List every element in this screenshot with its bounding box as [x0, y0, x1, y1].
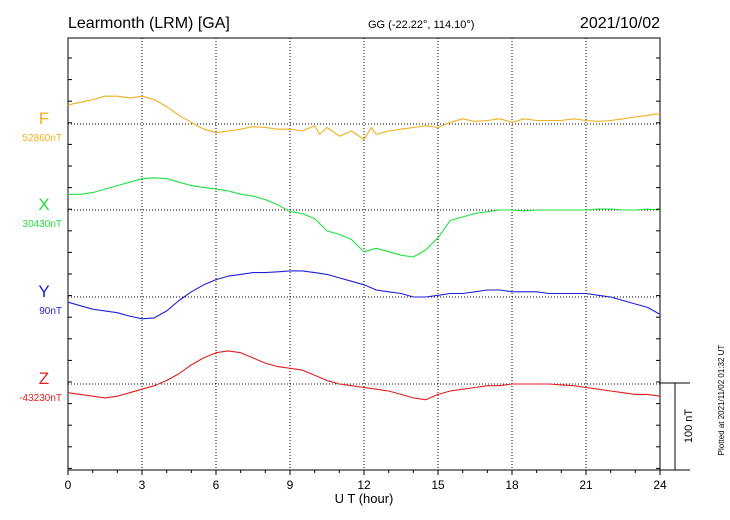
x-tick-label: 21: [579, 478, 593, 492]
x-axis-label: U T (hour): [335, 491, 394, 506]
x-tick-label: 3: [139, 478, 146, 492]
x-tick-label: 0: [65, 478, 72, 492]
x-tick-label: 18: [505, 478, 519, 492]
date-label: 2021/10/02: [580, 15, 660, 32]
series-label-f: F: [39, 109, 49, 128]
x-tick-label: 6: [213, 478, 220, 492]
series-baseline-f: 52860nT: [23, 133, 62, 144]
x-tick-label: 15: [431, 478, 445, 492]
series-layer: [67, 95, 661, 401]
series-label-z: Z: [39, 369, 49, 388]
series-line-f: [67, 95, 661, 141]
series-baseline-x: 30430nT: [23, 219, 62, 230]
series-line-z: [67, 350, 661, 401]
series-line-y: [67, 270, 661, 320]
station-coordinates: GG (-22.22°, 114.10°): [368, 19, 474, 31]
x-tick-label: 12: [357, 478, 371, 492]
series-line-x: [68, 177, 661, 258]
x-axis-ticks: 0 3 6 9 12 15 18 21 24: [65, 57, 667, 492]
series-labels: F 52860nT X 30430nT Y 90nT Z -43230nT: [19, 109, 62, 404]
series-baseline-y: 90nT: [39, 306, 62, 317]
plotted-at-note: Plotted at 2021/11/02 01:32 UT: [717, 345, 726, 456]
scale-bar-label: 100 nT: [683, 409, 695, 444]
series-label-y: Y: [38, 282, 49, 301]
x-tick-label: 9: [287, 478, 294, 492]
series-label-x: X: [38, 195, 49, 214]
x-tick-label: 24: [653, 478, 667, 492]
station-title: Learmonth (LRM) [GA]: [68, 15, 230, 32]
chart-grid: [68, 38, 660, 470]
series-baseline-z: -43230nT: [19, 393, 62, 404]
scale-bar: 100 nT: [660, 382, 695, 471]
